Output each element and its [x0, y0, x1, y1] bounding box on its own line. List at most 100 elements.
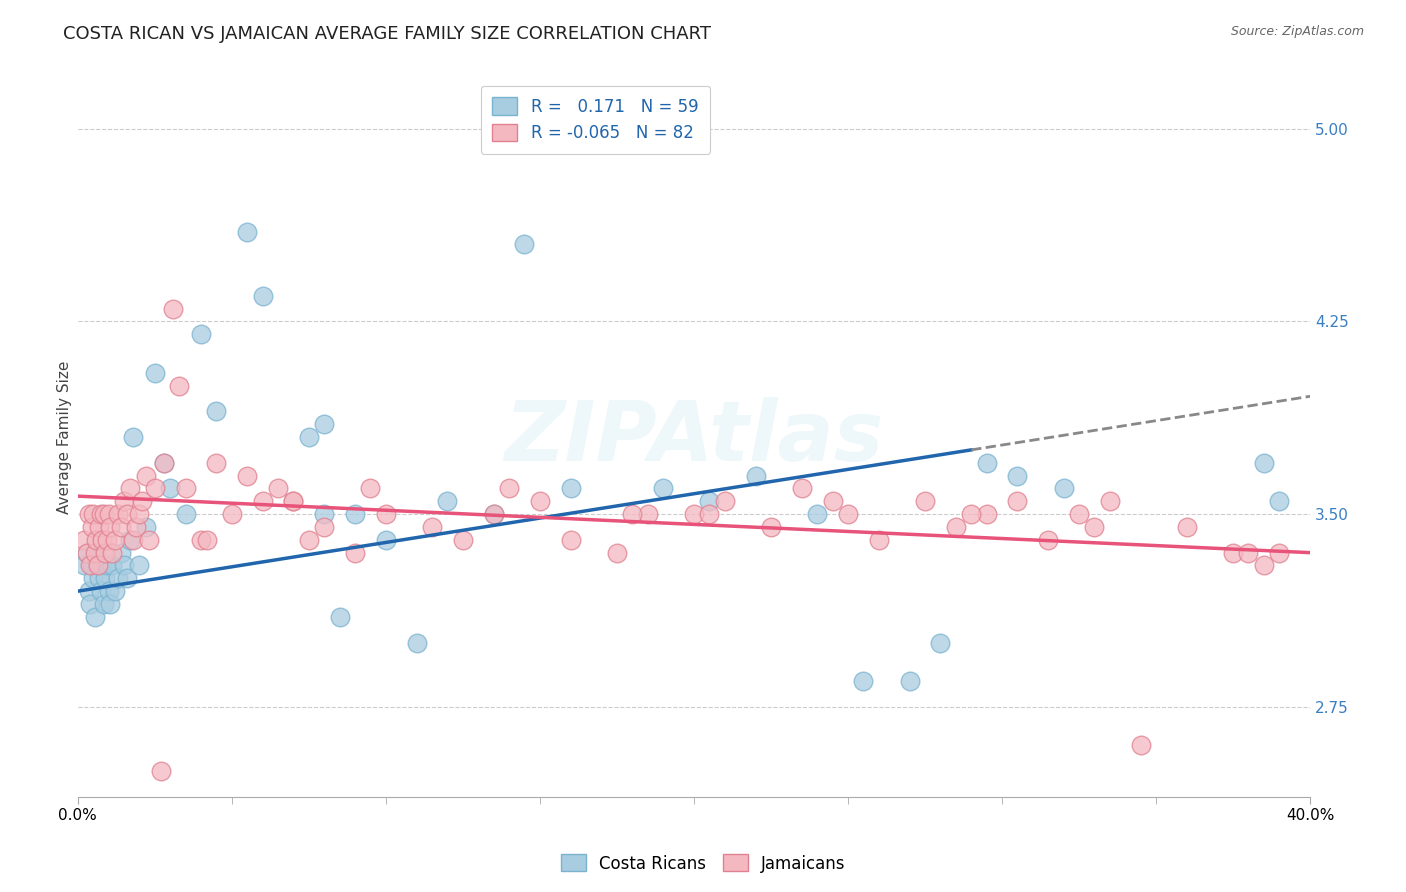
Point	[1067, 507, 1090, 521]
Point	[252, 494, 274, 508]
Point	[174, 507, 197, 521]
Point	[94, 571, 117, 585]
Point	[90, 507, 112, 521]
Point	[482, 507, 505, 521]
Legend: R =   0.171   N = 59, R = -0.065   N = 82: R = 0.171 N = 59, R = -0.065 N = 82	[481, 86, 710, 153]
Point	[1175, 520, 1198, 534]
Point	[837, 507, 859, 521]
Point	[162, 301, 184, 316]
Point	[134, 520, 156, 534]
Point	[134, 468, 156, 483]
Point	[91, 558, 114, 573]
Point	[100, 546, 122, 560]
Point	[149, 764, 172, 778]
Text: ZIPAtlas: ZIPAtlas	[505, 397, 883, 477]
Point	[153, 456, 176, 470]
Point	[77, 584, 100, 599]
Point	[94, 546, 117, 560]
Point	[744, 468, 766, 483]
Point	[1098, 494, 1121, 508]
Point	[945, 520, 967, 534]
Point	[96, 533, 118, 547]
Point	[898, 674, 921, 689]
Point	[143, 366, 166, 380]
Point	[1052, 482, 1074, 496]
Point	[637, 507, 659, 521]
Point	[120, 533, 142, 547]
Point	[314, 417, 336, 432]
Point	[451, 533, 474, 547]
Point	[359, 482, 381, 496]
Point	[298, 430, 321, 444]
Point	[122, 430, 145, 444]
Point	[84, 546, 107, 560]
Point	[929, 635, 952, 649]
Point	[683, 507, 706, 521]
Point	[87, 558, 110, 573]
Point	[82, 571, 104, 585]
Point	[89, 520, 111, 534]
Point	[314, 507, 336, 521]
Point	[343, 546, 366, 560]
Point	[252, 289, 274, 303]
Point	[1268, 494, 1291, 508]
Point	[652, 482, 675, 496]
Point	[314, 520, 336, 534]
Point	[914, 494, 936, 508]
Point	[169, 378, 191, 392]
Point	[405, 635, 427, 649]
Point	[122, 533, 145, 547]
Point	[131, 494, 153, 508]
Point	[498, 482, 520, 496]
Point	[79, 558, 101, 573]
Point	[868, 533, 890, 547]
Point	[976, 507, 998, 521]
Point	[153, 456, 176, 470]
Point	[374, 507, 396, 521]
Point	[138, 533, 160, 547]
Point	[83, 610, 105, 624]
Point	[93, 507, 115, 521]
Point	[143, 482, 166, 496]
Point	[80, 558, 103, 573]
Point	[1007, 468, 1029, 483]
Point	[513, 237, 536, 252]
Point	[374, 533, 396, 547]
Point	[96, 558, 118, 573]
Point	[482, 507, 505, 521]
Point	[821, 494, 844, 508]
Point	[110, 546, 132, 560]
Point	[89, 571, 111, 585]
Text: COSTA RICAN VS JAMAICAN AVERAGE FAMILY SIZE CORRELATION CHART: COSTA RICAN VS JAMAICAN AVERAGE FAMILY S…	[63, 25, 711, 43]
Point	[1007, 494, 1029, 508]
Point	[329, 610, 352, 624]
Point	[73, 558, 96, 573]
Y-axis label: Average Family Size: Average Family Size	[58, 360, 72, 514]
Point	[1083, 520, 1105, 534]
Point	[97, 507, 120, 521]
Point	[115, 571, 138, 585]
Point	[221, 507, 243, 521]
Point	[110, 520, 132, 534]
Point	[236, 468, 259, 483]
Point	[205, 456, 228, 470]
Point	[806, 507, 828, 521]
Point	[107, 507, 129, 521]
Point	[93, 597, 115, 611]
Point	[759, 520, 782, 534]
Point	[713, 494, 735, 508]
Point	[104, 533, 127, 547]
Point	[82, 507, 104, 521]
Point	[76, 546, 98, 560]
Point	[83, 546, 105, 560]
Point	[205, 404, 228, 418]
Point	[298, 533, 321, 547]
Point	[697, 507, 720, 521]
Point	[1237, 546, 1260, 560]
Point	[283, 494, 305, 508]
Point	[90, 584, 112, 599]
Point	[1129, 739, 1152, 753]
Point	[128, 507, 150, 521]
Point	[697, 494, 720, 508]
Point	[73, 533, 96, 547]
